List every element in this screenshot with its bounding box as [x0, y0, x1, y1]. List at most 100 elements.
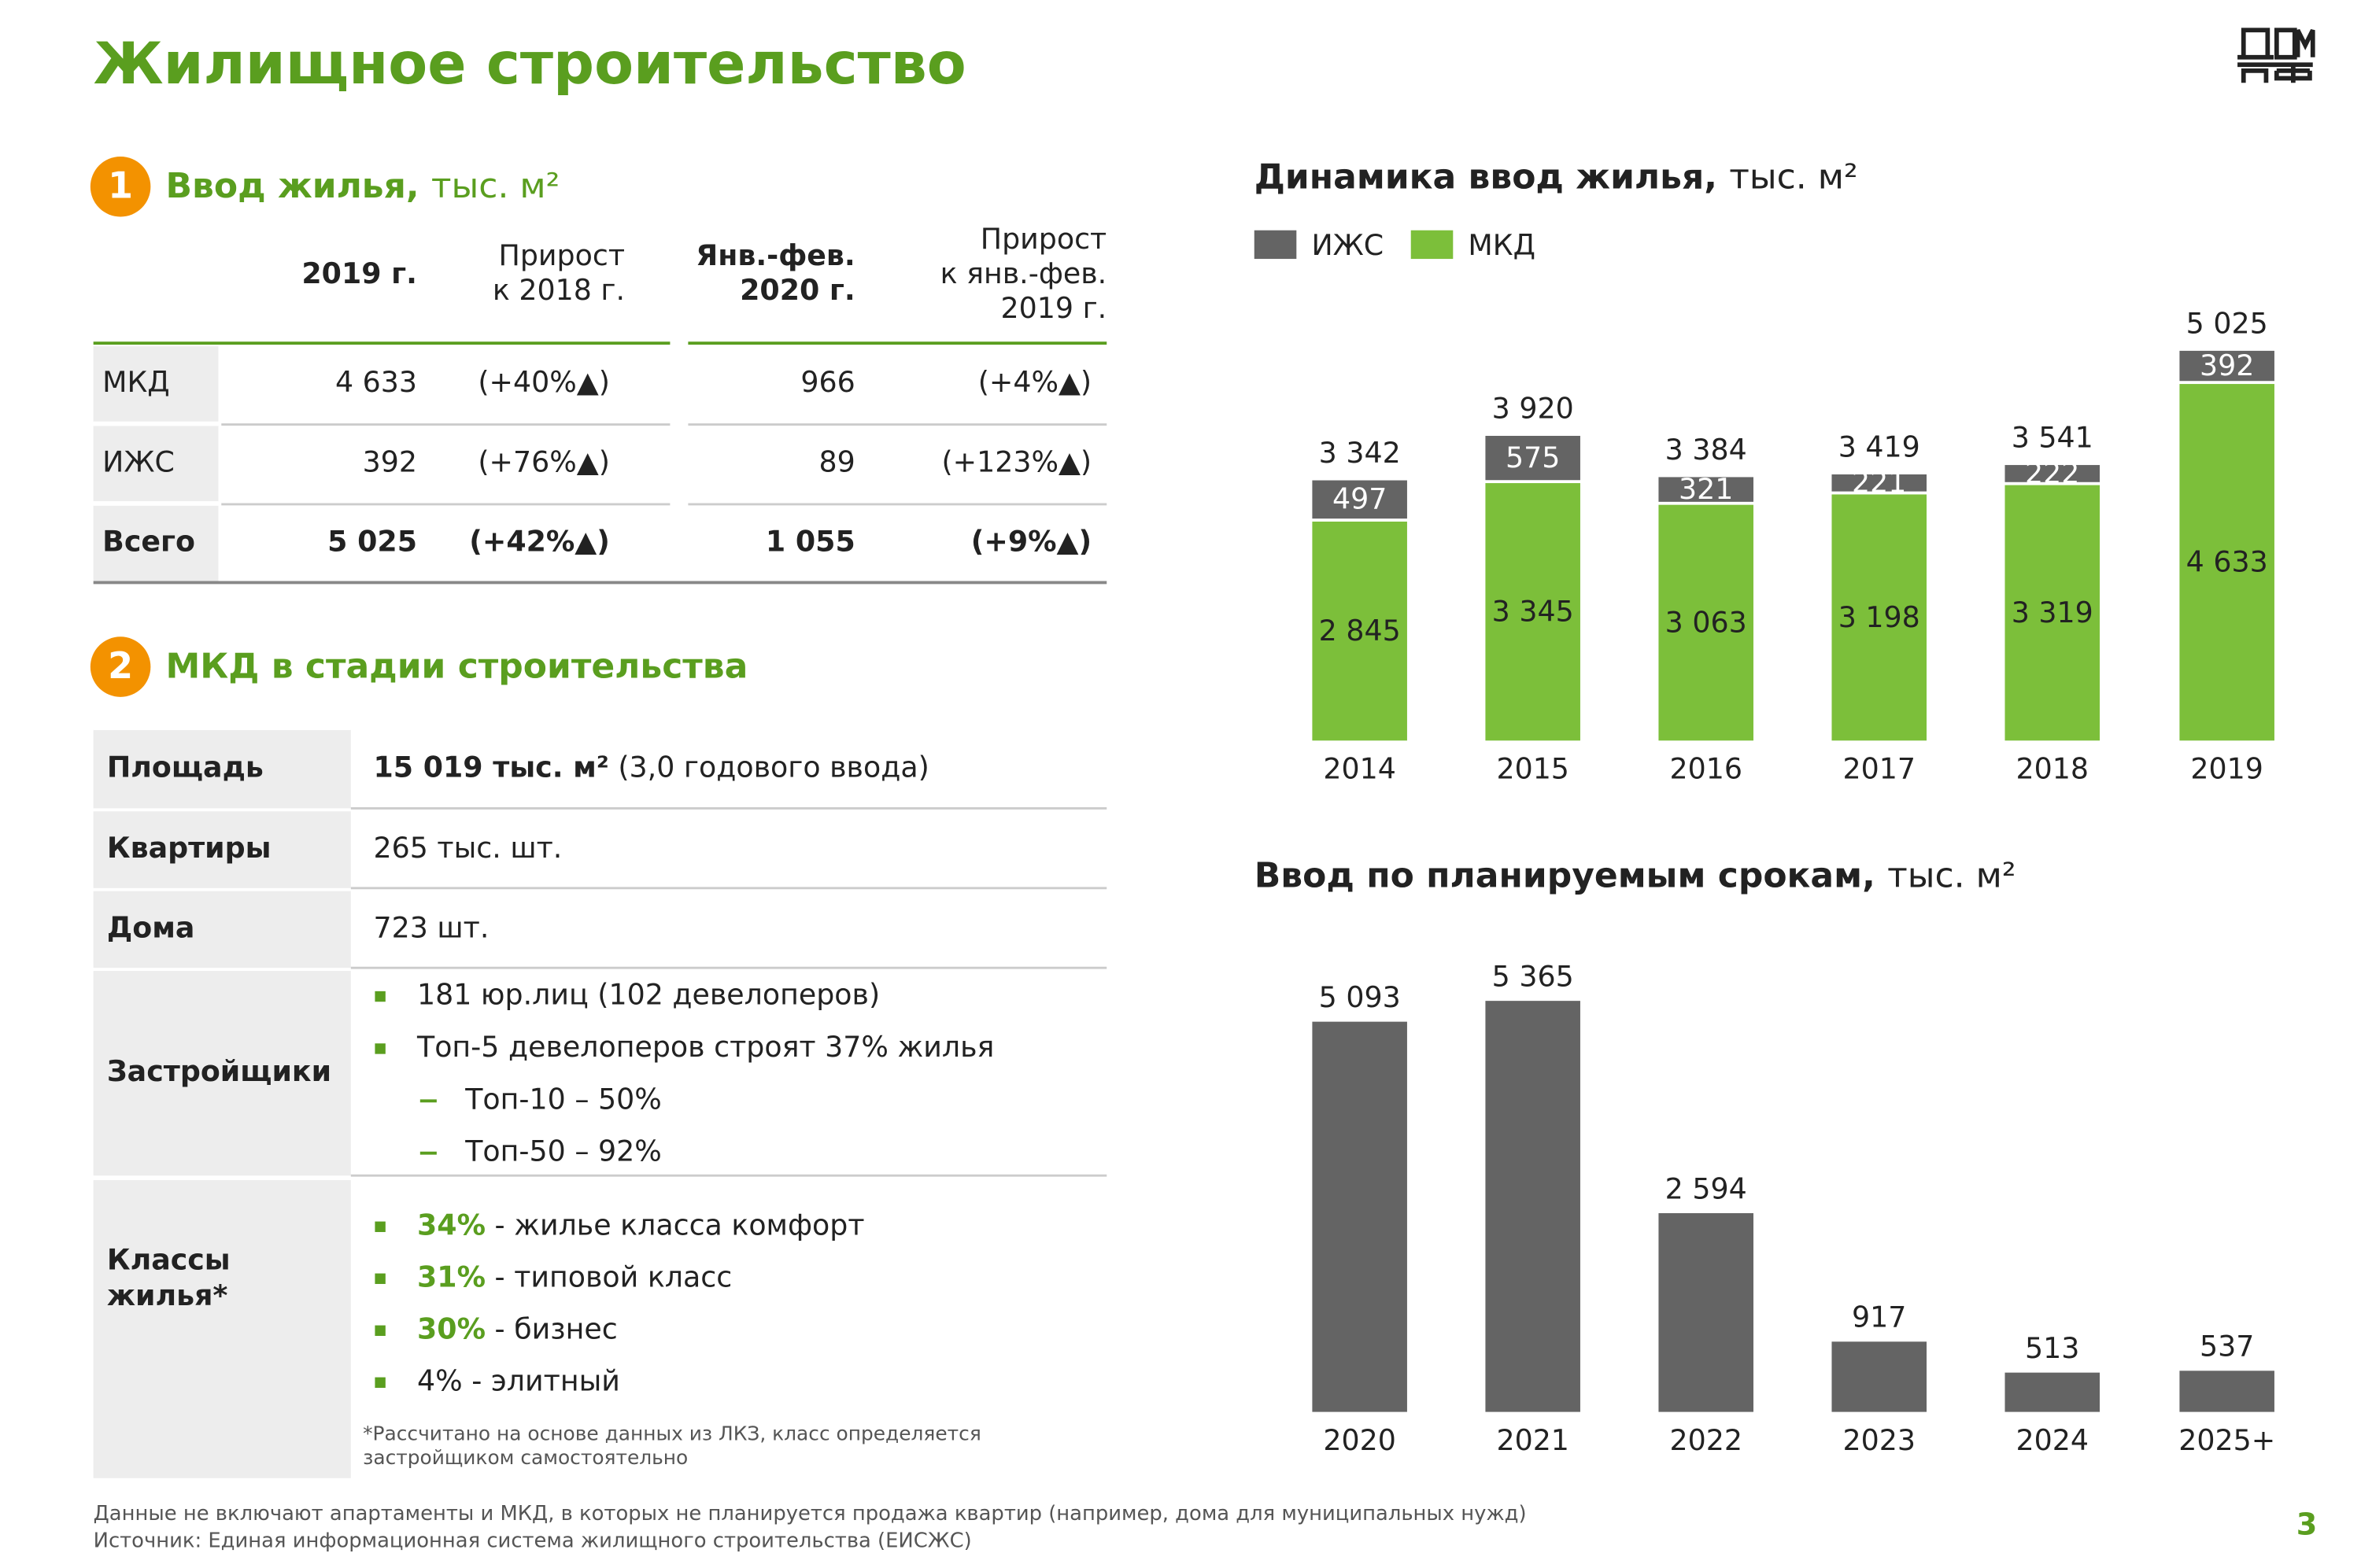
legend-label: МКД — [1468, 228, 1535, 262]
value-label: 513 — [2025, 1331, 2079, 1365]
x-tick-label: 2023 — [1842, 1423, 1916, 1457]
page-title: Жилищное строительство — [94, 31, 966, 98]
total-label: 3 541 — [2012, 421, 2093, 455]
row-label-bg — [93, 346, 219, 422]
bullet — [375, 1377, 386, 1388]
value-label: 5 093 — [1319, 980, 1401, 1014]
list-item: 34% - жилье класса комфорт — [417, 1208, 865, 1241]
row-content: 265 тыс. шт. — [374, 831, 563, 865]
row-label-bg — [93, 891, 351, 968]
list-item-text: 181 юр.лиц (102 девелоперов) — [417, 978, 880, 1012]
x-tick-label: 2015 — [1496, 752, 1569, 786]
list-item-text: Топ-5 девелоперов строят 37% жилья — [416, 1030, 994, 1064]
segment-label: 3 198 — [1838, 600, 1920, 634]
table-cell: 1 055 — [766, 525, 855, 559]
bar-segment — [1658, 477, 1753, 502]
column-header: к 2018 г. — [493, 273, 625, 307]
chart-title: Динамика ввод жилья, тыс. м² — [1254, 157, 1858, 197]
list-item: Топ-5 девелоперов строят 37% жилья — [416, 1030, 994, 1064]
value-label: 537 — [2200, 1330, 2254, 1363]
section-badge — [90, 636, 151, 697]
bar — [1658, 1212, 1753, 1412]
section-badge — [90, 156, 151, 217]
table-cell: 4 633 — [335, 365, 417, 399]
x-tick-label: 2016 — [1669, 752, 1742, 786]
column-header: Янв.-фев. — [696, 238, 855, 272]
list-item: 181 юр.лиц (102 девелоперов) — [417, 978, 880, 1012]
x-tick-label: 2019 — [2190, 752, 2263, 786]
total-label: 3 342 — [1319, 436, 1401, 470]
legend-swatch — [1254, 230, 1297, 260]
row-content: 723 шт. — [374, 910, 490, 944]
chart-title-text: Динамика ввод жилья, — [1254, 157, 1717, 197]
x-tick-label: 2014 — [1323, 752, 1396, 786]
row-label-bg — [93, 729, 351, 809]
column-header: 2019 г. — [301, 256, 417, 290]
bar-segment — [1485, 435, 1580, 481]
list-item: 30% - бизнес — [417, 1312, 618, 1345]
row-content-bold: 15 019 тыс. м² — [374, 751, 609, 784]
segment-label: 3 345 — [1492, 595, 1574, 629]
table-cell: (+40%▲) — [478, 365, 610, 399]
x-tick-label: 2025+ — [2178, 1423, 2275, 1457]
segment-label: 3 063 — [1665, 605, 1747, 639]
section-title-text: Ввод жилья, — [165, 166, 419, 206]
bar-segment — [1312, 521, 1407, 741]
footnote: застройщиком самостоятельно — [363, 1446, 688, 1469]
list-item-text: Топ-10 – 50% — [464, 1082, 662, 1116]
section-number: 2 — [108, 644, 133, 687]
bar-segment — [2179, 350, 2274, 382]
value-label: 5 365 — [1492, 959, 1574, 993]
bar — [1312, 1021, 1407, 1412]
list-item: 4% - элитный — [417, 1363, 620, 1397]
row-label: Дома — [107, 910, 195, 944]
footer-note: Источник: Единая информационная система … — [94, 1529, 972, 1553]
bar-segment — [2179, 384, 2274, 741]
column-header: к янв.-фев. — [940, 256, 1107, 290]
column-header: 2019 г. — [1001, 291, 1107, 325]
chart-unit: тыс. м² — [1887, 855, 2016, 895]
value-label: 2 594 — [1665, 1171, 1747, 1205]
bullet — [375, 1273, 386, 1284]
row-label-bg — [93, 811, 351, 888]
section-number: 1 — [108, 164, 133, 207]
legend-swatch — [1410, 230, 1454, 260]
bar-segment — [1831, 494, 1927, 741]
segment-label: 321 — [1679, 472, 1733, 506]
row-label: Классы — [107, 1242, 231, 1276]
row-label-bg — [93, 971, 351, 1176]
logo — [2237, 28, 2315, 83]
column-header: Прирост — [499, 238, 625, 272]
bar — [2179, 1371, 2274, 1412]
bullet — [375, 1325, 386, 1336]
row-label: МКД — [102, 365, 170, 399]
table-cell: (+76%▲) — [478, 445, 610, 478]
row-label: ИЖС — [102, 445, 175, 478]
list-item: Топ-10 – 50% — [464, 1082, 662, 1116]
row-content-text: (3,0 годового ввода) — [609, 751, 929, 784]
x-tick-label: 2017 — [1842, 752, 1916, 786]
segment-label: 221 — [1852, 466, 1906, 500]
segment-label: 497 — [1332, 482, 1387, 516]
section-title-text: МКД в стадии строительства — [165, 646, 748, 686]
column-header: 2020 г. — [740, 273, 855, 307]
chart-unit: тыс. м² — [1729, 157, 1857, 197]
total-label: 5 025 — [2186, 306, 2268, 340]
bar-segment — [1658, 504, 1753, 741]
bar-segment — [1831, 474, 1927, 492]
list-item-highlight: 30% — [417, 1312, 486, 1345]
bar-segment — [2004, 485, 2101, 741]
row-content-text: 265 тыс. шт. — [374, 831, 563, 865]
section-unit: тыс. м² — [431, 166, 560, 206]
total-label: 3 419 — [1838, 430, 1920, 463]
bullet — [375, 991, 386, 1002]
list-item: Топ-50 – 92% — [464, 1134, 662, 1168]
row-label-bg — [93, 505, 219, 581]
list-item: 31% - типовой класс — [417, 1260, 732, 1293]
chart-title: Ввод по планируемым срокам, тыс. м² — [1254, 855, 2016, 895]
table-cell: 966 — [800, 365, 855, 399]
row-label: Застройщики — [107, 1054, 331, 1088]
list-item-highlight: 31% — [417, 1260, 486, 1293]
row-label: Квартиры — [107, 831, 272, 865]
total-label: 3 920 — [1492, 391, 1574, 425]
